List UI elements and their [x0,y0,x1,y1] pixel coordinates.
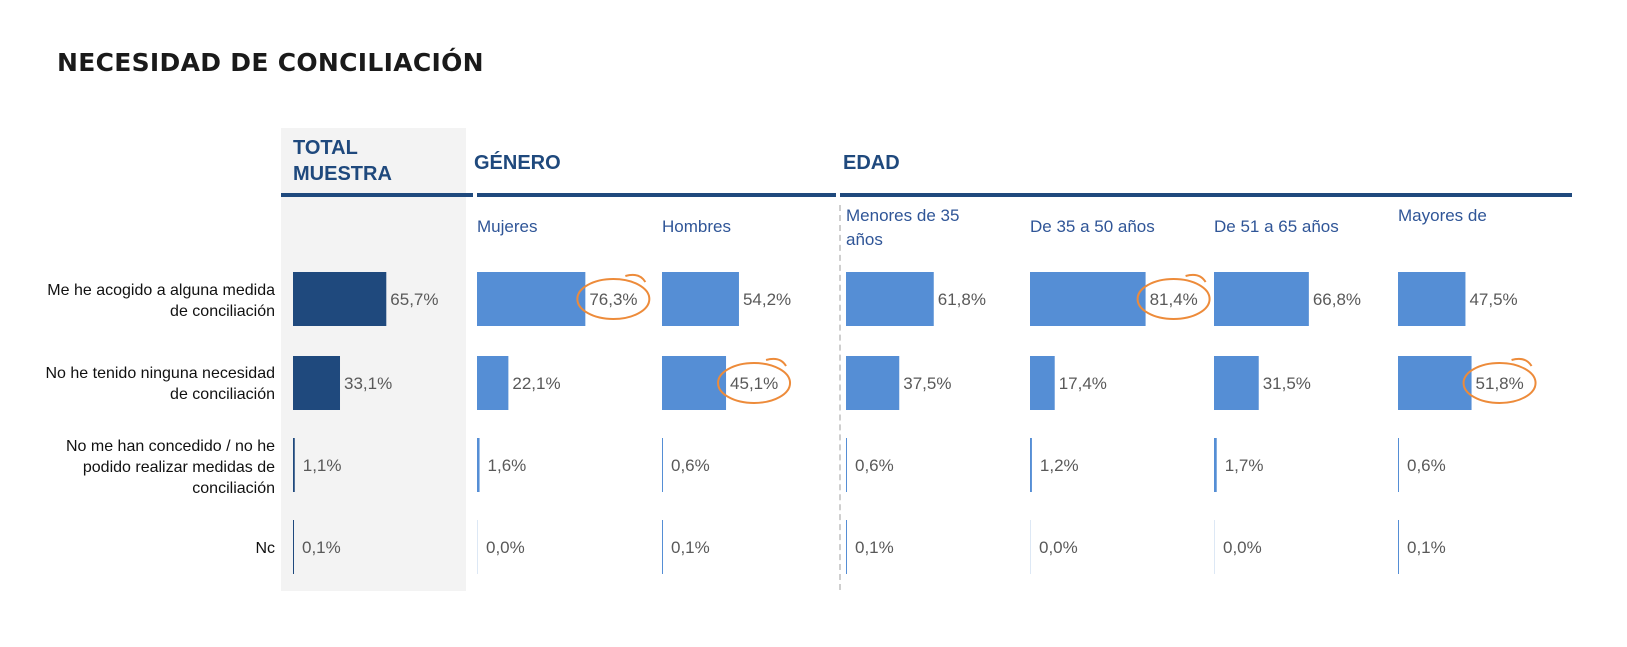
bar-menores-35-row-4 [846,520,847,574]
value-label-mayores-row-4: 0,1% [1407,538,1446,557]
value-label-hombres-row-1: 54,2% [743,290,791,309]
value-label-hombres-row-4: 0,1% [671,538,710,557]
value-label-51-65-row-1: 66,8% [1313,290,1361,309]
bar-menores-35-row-1 [846,272,934,326]
bar-hombres-row-3 [662,438,663,492]
genero-edad-divider [839,205,841,590]
row-label-nc: Nc [255,540,275,557]
bar-total-row-4 [293,520,294,574]
bar-menores-35-row-2 [846,356,900,410]
highlight-circle-mujeres-row-1 [576,278,651,320]
bar-mayores-row-3 [1398,438,1399,492]
bar-35-50-row-4 [1030,520,1031,574]
header-rule-total [281,193,473,197]
value-label-mujeres-row-2: 22,1% [512,374,560,393]
row-label-sin-necesidad: No he tenido ninguna necesidad de concil… [45,365,275,403]
value-label-hombres-row-3: 0,6% [671,456,710,475]
bar-51-65-row-1 [1214,272,1309,326]
value-label-mayores-row-1: 47,5% [1469,290,1517,309]
header-rule-genero [477,193,836,197]
row-label-no-concedido: No me han concedido / no he podido reali… [65,438,275,497]
bar-35-50-row-3 [1030,438,1032,492]
bar-total-row-3 [293,438,295,492]
column-header-hombres: Hombres [662,217,731,236]
value-label-hombres-row-2: 45,1% [730,374,778,393]
value-label-menores-35-row-3: 0,6% [855,456,894,475]
bar-mujeres-row-1 [477,272,586,326]
column-header-35-50: De 35 a 50 años [1030,217,1155,236]
value-label-menores-35-row-4: 0,1% [855,538,894,557]
bar-35-50-row-2 [1030,356,1055,410]
bar-35-50-row-1 [1030,272,1146,326]
bar-total-row-1 [293,272,387,326]
column-header-menores-35: Menores de 35 años [846,206,960,249]
bar-hombres-row-1 [662,272,739,326]
header-rule-edad [840,193,1572,197]
group-header-edad: EDAD [843,152,900,174]
value-label-mayores-row-3: 0,6% [1407,456,1446,475]
bar-mujeres-row-3 [477,438,480,492]
bar-hombres-row-2 [662,356,727,410]
value-label-35-50-row-3: 1,2% [1040,456,1079,475]
highlight-stroke-35-50-row-1 [1185,273,1207,283]
value-label-mayores-row-2: 51,8% [1476,374,1524,393]
row-label-acogido: Me he acogido a alguna medida de concili… [47,282,275,320]
highlight-stroke-hombres-row-2 [765,357,787,367]
highlight-circle-hombres-row-2 [717,362,792,404]
bar-mujeres-row-4 [477,520,478,574]
highlight-circle-35-50-row-1 [1136,278,1211,320]
bar-total-row-2 [293,356,341,410]
value-label-total-row-4: 0,1% [302,538,341,557]
value-label-mujeres-row-1: 76,3% [589,290,637,309]
value-label-mujeres-row-4: 0,0% [486,538,525,557]
value-label-35-50-row-2: 17,4% [1059,374,1107,393]
bar-mayores-row-4 [1398,520,1399,574]
value-label-total-row-2: 33,1% [344,374,392,393]
bar-51-65-row-4 [1214,520,1215,574]
value-label-total-row-3: 1,1% [303,456,342,475]
value-label-mujeres-row-3: 1,6% [488,456,527,475]
bar-51-65-row-3 [1214,438,1217,492]
bar-mujeres-row-2 [477,356,509,410]
column-header-mayores: Mayores de [1398,206,1487,225]
value-label-35-50-row-4: 0,0% [1039,538,1078,557]
bar-51-65-row-2 [1214,356,1259,410]
highlight-stroke-mujeres-row-1 [625,273,647,283]
value-label-51-65-row-3: 1,7% [1225,456,1264,475]
highlight-circle-mayores-row-2 [1462,362,1537,404]
highlight-stroke-mayores-row-2 [1511,357,1533,367]
value-label-total-row-1: 65,7% [390,290,438,309]
value-label-menores-35-row-2: 37,5% [903,374,951,393]
group-header-genero: GÉNERO [474,152,561,174]
bar-hombres-row-4 [662,520,663,574]
value-label-35-50-row-1: 81,4% [1150,290,1198,309]
value-label-menores-35-row-1: 61,8% [938,290,986,309]
bar-mayores-row-2 [1398,356,1472,410]
value-label-51-65-row-4: 0,0% [1223,538,1262,557]
value-label-51-65-row-2: 31,5% [1263,374,1311,393]
page-title: NECESIDAD DE CONCILIACIÓN [57,48,484,77]
bar-menores-35-row-3 [846,438,847,492]
column-header-51-65: De 51 a 65 años [1214,217,1339,236]
column-header-mujeres: Mujeres [477,217,538,236]
bar-mayores-row-1 [1398,272,1466,326]
group-header-total: TOTAL MUESTRA [293,137,392,185]
